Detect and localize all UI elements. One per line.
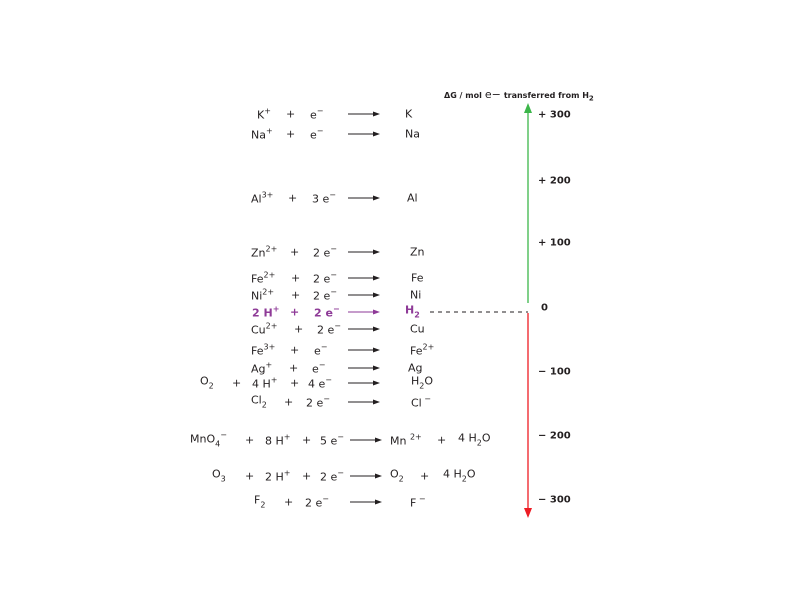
species: H2 xyxy=(405,303,420,320)
species: Zn xyxy=(410,245,425,259)
reaction-arrowhead-icon xyxy=(373,309,380,315)
plus-sign: + xyxy=(290,376,300,390)
species: 2 e− xyxy=(314,304,340,320)
reaction-arrowhead-icon xyxy=(373,380,380,386)
species: Ag+ xyxy=(251,360,273,376)
down-arrowhead-icon xyxy=(524,508,532,518)
axis-tick-label: + 300 xyxy=(538,109,571,121)
plus-sign: + xyxy=(290,245,300,259)
reaction-arrowhead-icon xyxy=(375,437,382,443)
plus-sign: + xyxy=(437,433,447,447)
reaction-arrowhead-icon xyxy=(373,326,380,332)
reaction-arrowhead-icon xyxy=(373,131,380,137)
plus-sign: + xyxy=(286,127,296,141)
plus-sign: + xyxy=(286,107,296,121)
species: Mn 2+ xyxy=(390,432,422,448)
reaction-arrowhead-icon xyxy=(373,347,380,353)
species: e− xyxy=(310,106,324,122)
reaction-arrowhead-icon xyxy=(373,292,380,298)
plus-sign: + xyxy=(302,469,312,483)
reaction-arrowhead-icon xyxy=(373,399,380,405)
species: Na xyxy=(405,127,420,141)
axis-tick-label: 0 xyxy=(541,302,548,314)
axis-title: ΔG / mol e− transferred from H2 xyxy=(444,88,594,103)
plus-sign: + xyxy=(288,191,298,205)
species: Fe3+ xyxy=(251,342,276,358)
species: Na+ xyxy=(251,126,273,142)
species: 2 e− xyxy=(313,270,337,286)
axis-tick-label: + 200 xyxy=(538,175,571,187)
species: e− xyxy=(314,342,328,358)
plus-sign: + xyxy=(420,469,430,483)
reaction-arrowhead-icon xyxy=(373,249,380,255)
plus-sign: + xyxy=(291,271,301,285)
species: Fe2+ xyxy=(251,270,276,286)
species: 2 H+ xyxy=(252,304,280,320)
reaction-arrowhead-icon xyxy=(373,275,380,281)
species: 2 e− xyxy=(305,494,329,510)
reaction-arrowhead-icon xyxy=(373,111,380,117)
species: e− xyxy=(312,360,326,376)
species: 2 e− xyxy=(320,468,344,484)
species: Ni2+ xyxy=(251,287,275,303)
species: 2 e− xyxy=(306,394,330,410)
species: 4 H2O xyxy=(443,467,476,484)
species: Al xyxy=(407,191,418,205)
plus-sign: + xyxy=(290,343,300,357)
species: Ag xyxy=(408,361,423,375)
plus-sign: + xyxy=(291,288,301,302)
species: F − xyxy=(410,494,426,510)
reaction-arrowhead-icon xyxy=(373,195,380,201)
plus-sign: + xyxy=(245,469,255,483)
species: MnO4− xyxy=(190,430,227,449)
species: 2 e− xyxy=(313,244,337,260)
reaction-arrowhead-icon xyxy=(375,473,382,479)
species: 8 H+ xyxy=(265,432,291,448)
species: K+ xyxy=(257,106,271,122)
plus-sign: + xyxy=(232,376,242,390)
species: 2 H+ xyxy=(265,468,291,484)
species: K xyxy=(405,107,413,121)
species: Ni xyxy=(410,288,422,302)
species: 2 e− xyxy=(313,287,337,303)
species: O2 xyxy=(200,374,214,391)
species: Cl − xyxy=(411,394,431,410)
plus-sign: + xyxy=(302,433,312,447)
species: H2O xyxy=(411,374,434,391)
species: e− xyxy=(310,126,324,142)
plus-sign: + xyxy=(290,305,300,319)
species: O2 xyxy=(390,467,404,484)
species: Al3+ xyxy=(251,190,274,206)
axis-tick-label: − 200 xyxy=(538,430,571,442)
axis-tick-label: − 100 xyxy=(538,366,571,378)
species: Fe xyxy=(411,271,424,285)
axis-tick-label: + 100 xyxy=(538,237,571,249)
species: 3 e− xyxy=(312,190,336,206)
species: Zn2+ xyxy=(251,244,278,260)
axis-tick-label: − 300 xyxy=(538,494,571,506)
reaction-arrowhead-icon xyxy=(375,499,382,505)
species: 4 H2O xyxy=(458,431,491,448)
plus-sign: + xyxy=(284,395,294,409)
species: Fe2+ xyxy=(410,342,435,358)
species: Cu2+ xyxy=(251,321,278,337)
reaction-arrowhead-icon xyxy=(373,365,380,371)
species: O3 xyxy=(212,467,226,484)
plus-sign: + xyxy=(289,361,299,375)
species: Cu xyxy=(410,322,425,336)
species: Cl2 xyxy=(251,393,267,410)
species: 4 e− xyxy=(308,375,332,391)
species: 4 H+ xyxy=(252,375,278,391)
species: 5 e− xyxy=(320,432,344,448)
plus-sign: + xyxy=(284,495,294,509)
plus-sign: + xyxy=(294,322,304,336)
plus-sign: + xyxy=(245,433,255,447)
species: F2 xyxy=(254,493,266,510)
up-arrowhead-icon xyxy=(524,103,532,113)
species: 2 e− xyxy=(317,321,341,337)
